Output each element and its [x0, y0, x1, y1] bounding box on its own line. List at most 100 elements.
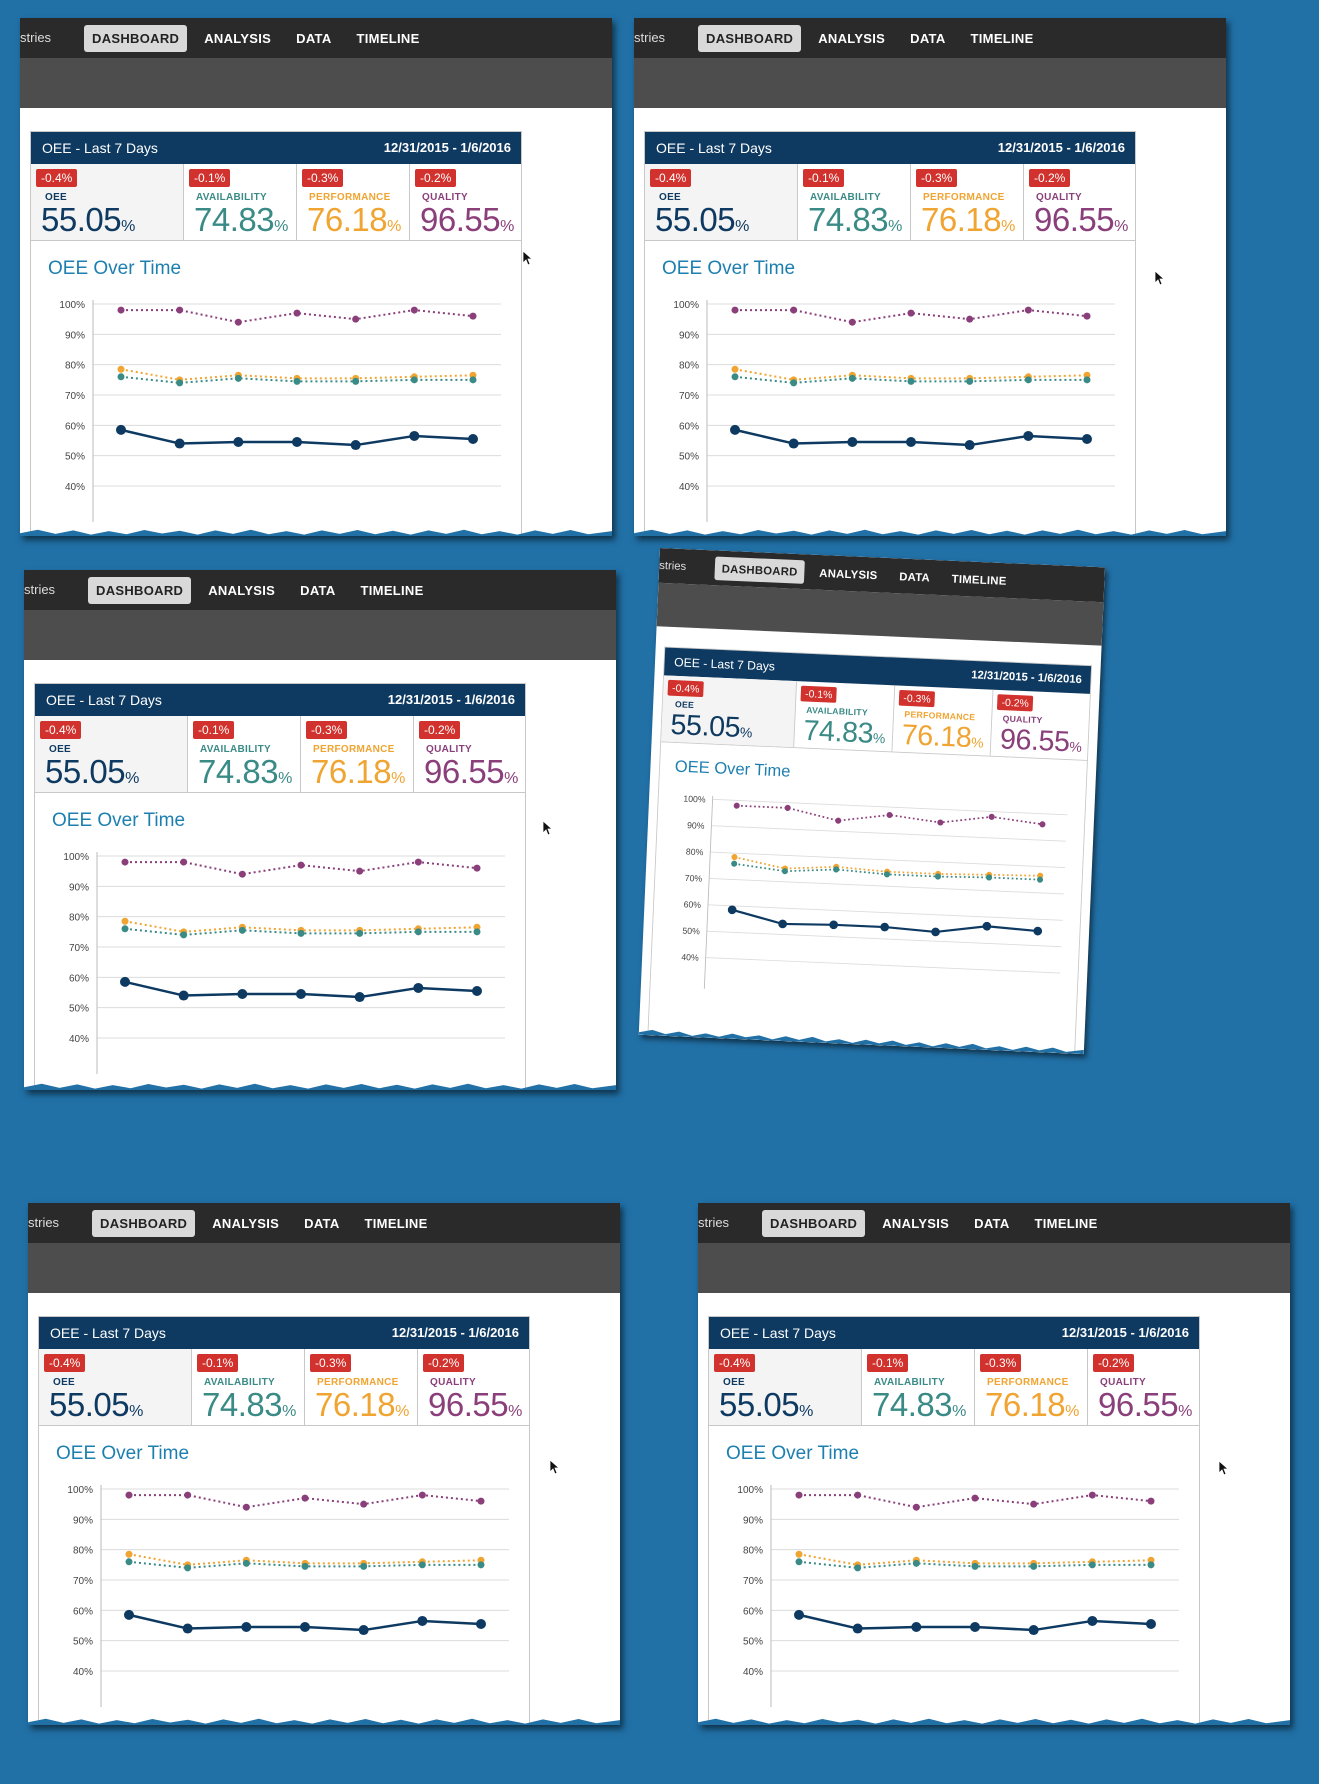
kpi-availability[interactable]: -0.1% AVAILABILITY 74.83%	[794, 681, 896, 752]
data-point[interactable]	[473, 928, 481, 936]
data-point[interactable]	[784, 804, 791, 811]
data-point[interactable]	[1088, 1561, 1096, 1569]
kpi-quality[interactable]: -0.2% QUALITY 96.55%	[410, 164, 521, 240]
data-point[interactable]	[854, 1564, 862, 1572]
kpi-availability[interactable]: -0.1% AVAILABILITY 74.83%	[184, 164, 297, 240]
data-point[interactable]	[360, 1562, 368, 1570]
tab-timeline[interactable]: TIMELINE	[970, 31, 1034, 46]
data-point[interactable]	[1039, 821, 1046, 828]
data-point[interactable]	[184, 1491, 192, 1499]
data-point[interactable]	[125, 1550, 133, 1558]
data-point[interactable]	[121, 858, 129, 866]
data-point[interactable]	[1147, 1497, 1155, 1505]
data-point[interactable]	[238, 870, 246, 878]
data-point[interactable]	[848, 318, 856, 326]
data-point[interactable]	[174, 438, 185, 449]
data-point[interactable]	[964, 440, 975, 451]
tab-dashboard[interactable]: DASHBOARD	[84, 25, 188, 52]
tab-timeline[interactable]: TIMELINE	[1034, 1216, 1098, 1231]
kpi-performance[interactable]: -0.3% PERFORMANCE 76.18%	[975, 1349, 1088, 1425]
tab-analysis[interactable]: ANALYSIS	[204, 31, 272, 46]
data-point[interactable]	[880, 922, 890, 932]
tab-analysis[interactable]: ANALYSIS	[818, 31, 886, 46]
data-point[interactable]	[238, 926, 246, 934]
tab-dashboard[interactable]: DASHBOARD	[92, 1210, 196, 1237]
kpi-performance[interactable]: -0.3% PERFORMANCE 76.18%	[892, 685, 994, 756]
data-point[interactable]	[937, 819, 944, 826]
kpi-quality[interactable]: -0.2% QUALITY 96.55%	[1088, 1349, 1199, 1425]
data-point[interactable]	[1030, 1562, 1038, 1570]
data-point[interactable]	[176, 379, 184, 387]
kpi-performance[interactable]: -0.3% PERFORMANCE 76.18%	[297, 164, 410, 240]
data-point[interactable]	[356, 867, 364, 875]
data-point[interactable]	[293, 309, 301, 317]
data-point[interactable]	[477, 1497, 485, 1505]
data-point[interactable]	[1036, 876, 1044, 883]
data-point[interactable]	[410, 306, 418, 314]
data-point[interactable]	[1146, 1618, 1156, 1629]
data-point[interactable]	[1082, 433, 1092, 444]
tab-analysis[interactable]: ANALYSIS	[212, 1216, 280, 1231]
tab-dashboard[interactable]: DASHBOARD	[762, 1210, 866, 1237]
data-point[interactable]	[847, 437, 858, 448]
data-point[interactable]	[934, 873, 942, 880]
data-point[interactable]	[121, 925, 129, 933]
tab-timeline[interactable]: TIMELINE	[356, 31, 420, 46]
data-point[interactable]	[1087, 1615, 1098, 1626]
tab-analysis[interactable]: ANALYSIS	[819, 566, 878, 582]
data-point[interactable]	[835, 817, 842, 824]
data-point[interactable]	[121, 917, 129, 925]
data-point[interactable]	[731, 365, 739, 373]
data-point[interactable]	[242, 1559, 250, 1567]
tab-analysis[interactable]: ANALYSIS	[882, 1216, 950, 1231]
kpi-availability[interactable]: -0.1% AVAILABILITY 74.83%	[188, 716, 301, 792]
data-point[interactable]	[790, 306, 798, 314]
kpi-oee[interactable]: -0.4% OEE 55.05%	[35, 716, 188, 792]
data-point[interactable]	[854, 1491, 862, 1499]
data-point[interactable]	[476, 1618, 486, 1629]
data-point[interactable]	[794, 1609, 804, 1620]
data-point[interactable]	[242, 1503, 250, 1511]
data-point[interactable]	[301, 1494, 309, 1502]
data-point[interactable]	[468, 433, 478, 444]
tab-data[interactable]: DATA	[974, 1216, 1010, 1231]
data-point[interactable]	[731, 373, 739, 381]
kpi-oee[interactable]: -0.4% OEE 55.05%	[39, 1349, 192, 1425]
data-point[interactable]	[982, 921, 992, 931]
data-point[interactable]	[417, 1615, 428, 1626]
data-point[interactable]	[848, 374, 856, 382]
data-point[interactable]	[234, 374, 242, 382]
data-point[interactable]	[292, 437, 302, 448]
data-point[interactable]	[293, 377, 301, 385]
data-point[interactable]	[413, 982, 424, 993]
data-point[interactable]	[297, 861, 305, 869]
data-point[interactable]	[788, 438, 799, 449]
data-point[interactable]	[234, 318, 242, 326]
kpi-performance[interactable]: -0.3% PERFORMANCE 76.18%	[305, 1349, 418, 1425]
data-point[interactable]	[352, 377, 360, 385]
data-point[interactable]	[116, 424, 126, 435]
data-point[interactable]	[180, 931, 188, 939]
data-point[interactable]	[971, 1562, 979, 1570]
data-point[interactable]	[911, 1622, 922, 1633]
data-point[interactable]	[1083, 312, 1091, 320]
data-point[interactable]	[781, 868, 788, 875]
data-point[interactable]	[297, 929, 305, 937]
kpi-performance[interactable]: -0.3% PERFORMANCE 76.18%	[911, 164, 1024, 240]
data-point[interactable]	[1147, 1561, 1155, 1569]
data-point[interactable]	[1088, 1491, 1096, 1499]
tab-data[interactable]: DATA	[898, 569, 931, 585]
data-point[interactable]	[971, 1494, 979, 1502]
data-point[interactable]	[233, 437, 244, 448]
tab-analysis[interactable]: ANALYSIS	[208, 583, 276, 598]
data-point[interactable]	[906, 437, 916, 448]
data-point[interactable]	[352, 315, 360, 323]
data-point[interactable]	[731, 854, 738, 861]
data-point[interactable]	[117, 306, 125, 314]
data-point[interactable]	[970, 1622, 980, 1633]
tab-timeline[interactable]: TIMELINE	[951, 572, 1007, 588]
tab-dashboard[interactable]: DASHBOARD	[698, 25, 802, 52]
tab-data[interactable]: DATA	[300, 583, 336, 598]
data-point[interactable]	[931, 927, 940, 937]
kpi-quality[interactable]: -0.2% QUALITY 96.55%	[991, 690, 1090, 760]
